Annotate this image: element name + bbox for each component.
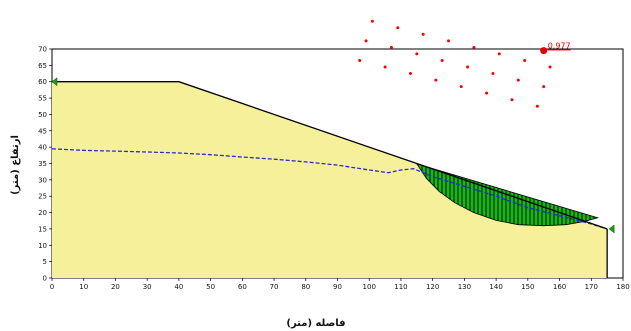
x-tick-label: 120	[426, 283, 439, 291]
y-tick-label: 25	[38, 193, 47, 201]
grid-center-point	[523, 58, 527, 62]
x-tick-label: 20	[111, 283, 120, 291]
grid-center-point	[472, 45, 476, 49]
grid-center-point	[542, 85, 546, 89]
plot-area: 0 10 20 30 40 50 60 70 80 90 100 110 120 130 140 150 160…	[38, 19, 630, 291]
y-tick-label: 10	[38, 242, 47, 250]
y-axis-title: ارتفاع (متر)	[10, 135, 21, 195]
x-tick-label: 0	[50, 283, 54, 291]
grid-center-point	[370, 19, 374, 23]
y-tick-label: 55	[38, 95, 47, 103]
x-tick-label: 100	[363, 283, 376, 291]
y-tick-label: 70	[38, 46, 47, 54]
x-tick-label: 60	[238, 283, 247, 291]
grid-center-point	[434, 78, 438, 82]
y-tick-label: 45	[38, 127, 47, 135]
grid-center-point	[459, 85, 463, 89]
grid-center-point	[389, 45, 393, 49]
grid-center-point	[491, 72, 495, 76]
y-tick-label: 0	[43, 275, 47, 283]
x-tick-label: 10	[79, 283, 88, 291]
slope-body-area	[52, 81, 608, 278]
y-tick-label: 40	[38, 144, 47, 152]
x-tick-label: 170	[585, 283, 598, 291]
x-tick-label: 140	[489, 283, 502, 291]
y-tick-label: 35	[38, 160, 47, 168]
x-tick-label: 80	[301, 283, 310, 291]
x-tick-label: 110	[394, 283, 407, 291]
y-tick-label: 5	[43, 258, 47, 266]
x-axis-title: فاصله (متر)	[286, 318, 345, 329]
grid-center-point	[364, 39, 368, 43]
grid-center-point	[447, 39, 451, 43]
x-tick-label: 50	[206, 283, 215, 291]
critical-center-point	[540, 47, 548, 55]
grid-center-point	[510, 98, 514, 102]
right-boundary-marker	[608, 224, 615, 234]
grid-center-point	[466, 65, 470, 69]
grid-center-point	[358, 58, 362, 62]
y-tick-label: 60	[38, 78, 47, 86]
y-tick-label: 65	[38, 62, 47, 70]
grid-center-point	[485, 91, 489, 95]
x-tick-label: 150	[521, 283, 534, 291]
grid-center-point	[396, 26, 400, 30]
factor-of-safety-label: 0.977	[548, 42, 571, 51]
water-table-line	[51, 148, 608, 230]
grid-center-point	[516, 78, 520, 82]
grid-center-point	[440, 58, 444, 62]
y-tick-label: 20	[38, 209, 47, 217]
x-tick-label: 90	[333, 283, 342, 291]
grid-center-point	[548, 65, 552, 69]
x-tick-label: 130	[458, 283, 471, 291]
x-tick-label: 160	[553, 283, 566, 291]
grid-center-point	[497, 52, 501, 56]
y-tick-label: 15	[38, 225, 47, 233]
grid-center-point	[535, 104, 539, 108]
left-boundary-marker	[51, 77, 58, 87]
center-grid	[358, 19, 552, 108]
grid-center-point	[408, 72, 412, 76]
y-tick-label: 30	[38, 176, 47, 184]
grid-center-point	[415, 52, 419, 56]
x-tick-label: 70	[270, 283, 279, 291]
x-tick-label: 30	[143, 283, 152, 291]
grid-center-point	[383, 65, 387, 69]
x-tick-label: 180	[616, 283, 629, 291]
grid-center-point	[421, 32, 425, 36]
x-tick-label: 40	[174, 283, 183, 291]
y-tick-label: 50	[38, 111, 47, 119]
ground-surface-line	[52, 81, 608, 230]
